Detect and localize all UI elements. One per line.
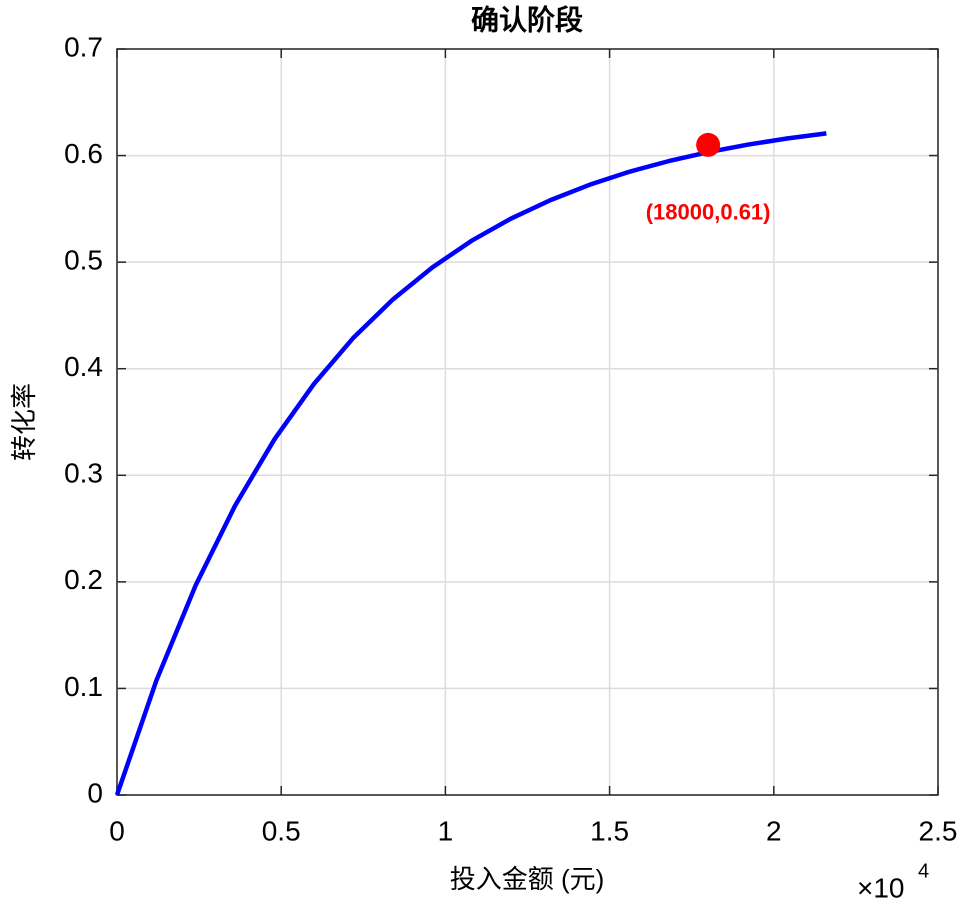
x-tick-label: 2.5 bbox=[919, 815, 958, 846]
y-tick-label: 0.4 bbox=[64, 351, 103, 382]
y-tick-label: 0 bbox=[87, 777, 103, 808]
y-tick-label: 0.7 bbox=[64, 31, 103, 62]
x-tick-label: 1.5 bbox=[590, 815, 629, 846]
x-axis-label: 投入金额 (元) bbox=[450, 864, 605, 894]
y-tick-label: 0.1 bbox=[64, 671, 103, 702]
highlight-point bbox=[696, 132, 721, 157]
y-tick-label: 0.5 bbox=[64, 245, 103, 276]
x-exponent-power: 4 bbox=[918, 860, 929, 882]
y-tick-label: 0.6 bbox=[64, 138, 103, 169]
y-axis-label: 转化率 bbox=[9, 383, 39, 461]
highlight-label: (18000,0.61) bbox=[646, 200, 771, 225]
x-tick-label: 0.5 bbox=[262, 815, 301, 846]
x-tick-label: 1 bbox=[438, 815, 454, 846]
axes-box bbox=[116, 48, 939, 796]
x-tick-label: 2 bbox=[766, 815, 782, 846]
x-exponent: ×10 bbox=[857, 872, 905, 903]
line-series bbox=[114, 131, 827, 796]
x-tick-label: 0 bbox=[109, 815, 125, 846]
chart-title: 确认阶段 bbox=[471, 3, 583, 35]
y-tick-label: 0.3 bbox=[64, 458, 103, 489]
y-tick-label: 0.2 bbox=[64, 564, 103, 595]
